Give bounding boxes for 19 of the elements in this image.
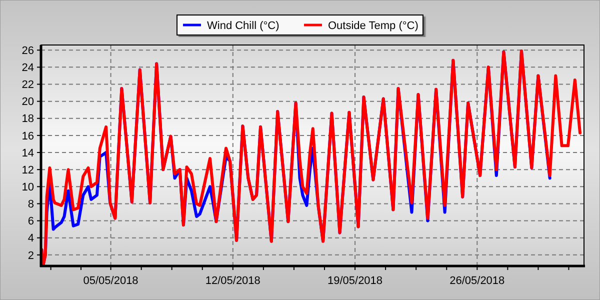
y-tick-label: 6 xyxy=(28,216,34,228)
y-tick-label: 22 xyxy=(22,79,34,92)
y-tick-label: 16 xyxy=(22,130,34,142)
y-tick-label: 2 xyxy=(28,250,34,262)
x-tick-label: 12/05/2018 xyxy=(205,275,260,287)
x-tick-label: 19/05/2018 xyxy=(327,275,383,287)
y-tick-label: 26 xyxy=(22,44,34,57)
y-tick-label: 4 xyxy=(28,232,34,245)
legend-label: Outside Temp (°C) xyxy=(328,20,418,32)
legend-label: Wind Chill (°C) xyxy=(207,20,280,32)
y-tick-label: 8 xyxy=(28,198,34,211)
y-tick-label: 20 xyxy=(22,96,34,108)
y-tick-label: 24 xyxy=(22,62,34,74)
x-tick-label: 05/05/2018 xyxy=(83,275,138,287)
x-tick-label: 26/05/2018 xyxy=(450,275,505,287)
y-tick-label: 14 xyxy=(22,147,34,160)
y-tick-label: 10 xyxy=(22,181,34,194)
y-tick-label: 12 xyxy=(22,164,34,176)
y-tick-label: 18 xyxy=(22,113,34,126)
